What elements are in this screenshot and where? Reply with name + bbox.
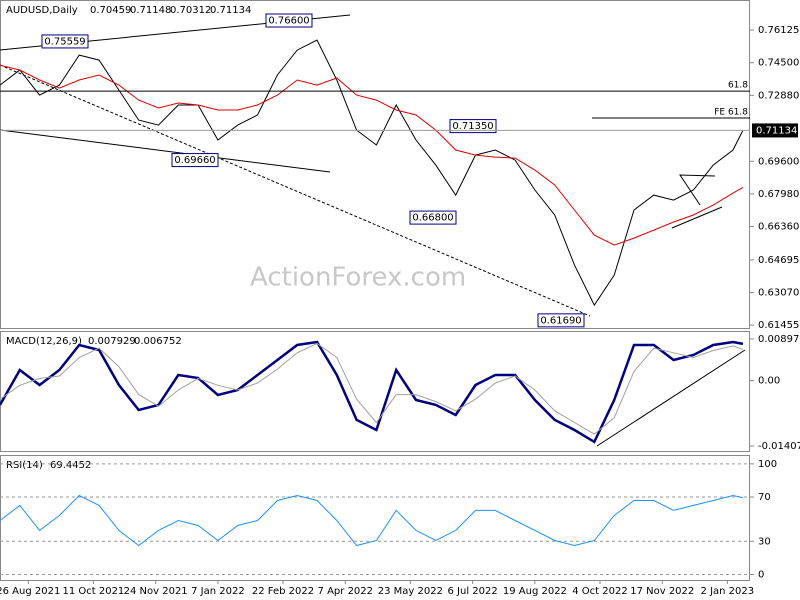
annotation-box [171, 153, 219, 168]
price-title: AUDUSD,Daily [6, 5, 78, 16]
y-tick-label: 0.008977 [758, 334, 800, 345]
y-tick-label: 30 [758, 536, 771, 547]
y-tick-label: 0.64695 [758, 255, 799, 266]
series-line [0, 64, 744, 246]
x-tick-label: 17 Nov 2022 [630, 586, 694, 597]
annotation-label: 0.61690 [540, 315, 581, 326]
header-low: 0.70312 [170, 5, 211, 16]
annotation-box [265, 13, 313, 28]
x-tick-label: 11 Oct 2021 [62, 586, 124, 597]
macd-panel [0, 331, 750, 452]
y-tick-label: 0.67980 [758, 189, 799, 200]
x-tick-label: 24 Nov 2021 [124, 586, 188, 597]
current-price-box [752, 123, 798, 138]
x-tick-label: 23 May 2022 [378, 586, 443, 597]
annotation-label: 0.76600 [268, 16, 309, 27]
x-tick-label: 19 Aug 2022 [503, 586, 567, 597]
y-tick-label: 0.63070 [758, 288, 799, 299]
annotation-label: 0.66800 [412, 213, 453, 224]
trend-line [0, 129, 331, 173]
series-line [0, 342, 744, 435]
annotation-box [537, 313, 585, 328]
annotation-box [449, 119, 497, 134]
annotation-box [409, 210, 457, 225]
x-tick-label: 6 Jul 2022 [448, 586, 498, 597]
x-tick-label: 26 Aug 2021 [0, 586, 60, 597]
header-open: 0.70459 [90, 5, 131, 16]
macd-trend-line [596, 349, 746, 447]
y-tick-label: 0.69600 [758, 156, 799, 167]
x-tick-label: 4 Oct 2022 [572, 586, 627, 597]
pattern-line [679, 174, 716, 206]
rsi-value: 69.4452 [50, 460, 91, 471]
annotation-label: 0.69660 [174, 155, 215, 166]
trend-line [0, 64, 591, 317]
signal-value: 0.006752 [134, 336, 182, 347]
y-tick-label: 0.76125 [758, 25, 799, 36]
y-tick-label: 70 [758, 492, 771, 503]
y-tick-label: -0.01407 [758, 441, 800, 452]
y-tick-label: 0.74500 [758, 58, 799, 69]
series-line [0, 340, 744, 444]
y-tick-label: 0.00 [758, 376, 780, 387]
y-tick-label: 100 [758, 459, 777, 470]
annotation-label: 0.75559 [44, 36, 85, 47]
y-tick-label: 0.61455 [758, 320, 799, 331]
x-tick-label: 7 Jan 2022 [191, 586, 245, 597]
rsi-panel [0, 455, 750, 581]
series-line [0, 494, 744, 547]
y-tick-label: 0.72880 [758, 90, 799, 101]
macd-value: 0.007929 [88, 336, 136, 347]
current-price-label: 0.71134 [756, 125, 797, 136]
trend-line [671, 206, 723, 229]
level-label: 61.8 [728, 81, 748, 91]
header-close: 0.71134 [210, 5, 251, 16]
y-tick-label: 0.66360 [758, 221, 799, 232]
x-tick-label: 2 Jan 2023 [701, 586, 755, 597]
y-tick-label: 0 [758, 569, 764, 580]
level-label: FE 61.8 [714, 108, 748, 118]
header-high: 0.71148 [130, 5, 171, 16]
x-tick-label: 7 Apr 2022 [318, 586, 373, 597]
x-tick-label: 22 Feb 2022 [252, 586, 314, 597]
series-line [0, 39, 744, 307]
macd-title: MACD(12,26,9) [6, 336, 82, 347]
rsi-title: RSI(14) [6, 460, 43, 471]
annotation-label: 0.71350 [452, 121, 493, 132]
price-panel [0, 0, 750, 329]
annotation-box [41, 34, 89, 49]
watermark: ActionForex.com [250, 263, 466, 293]
